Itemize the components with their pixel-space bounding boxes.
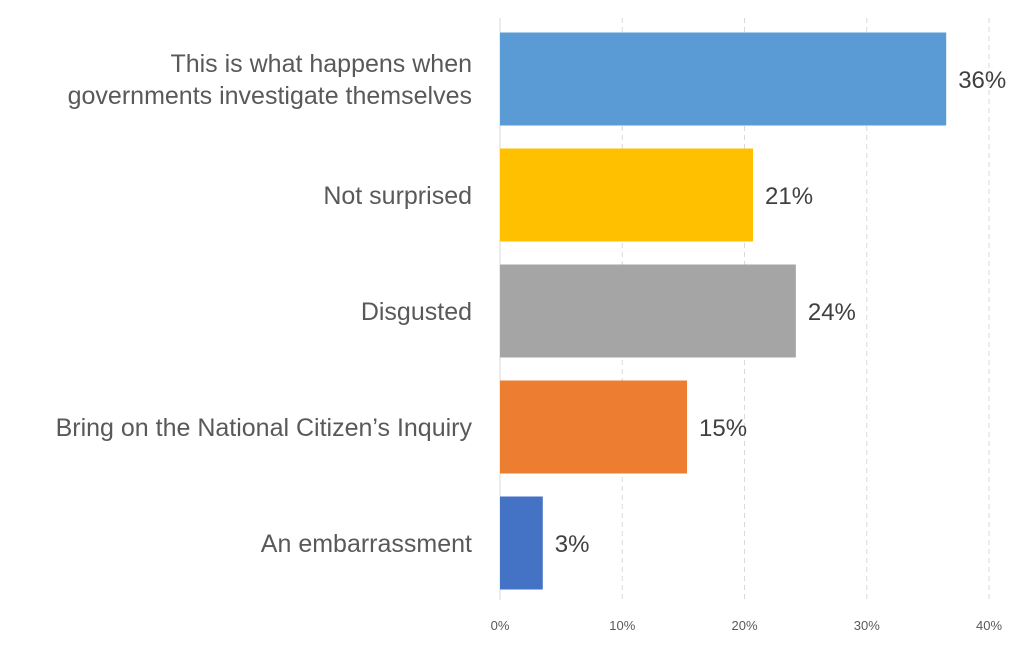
bar bbox=[500, 496, 543, 590]
data-label: 3% bbox=[555, 531, 590, 558]
x-axis-tick-labels: 0% 10% 20% 30% 40% bbox=[491, 618, 1003, 633]
bar bbox=[500, 264, 796, 358]
category-label: Bring on the National Citizen’s Inquiry bbox=[56, 414, 473, 442]
category-label: Not surprised bbox=[323, 182, 472, 210]
data-label: 21% bbox=[765, 183, 813, 210]
x-tick-label: 10% bbox=[609, 618, 635, 633]
x-tick-label: 30% bbox=[854, 618, 880, 633]
data-label: 24% bbox=[808, 299, 856, 326]
data-labels: 36% 21% 24% 15% 3% bbox=[555, 67, 1006, 558]
category-label: This is what happens when bbox=[170, 50, 472, 78]
category-labels: This is what happens when governments inv… bbox=[56, 50, 473, 558]
x-tick-label: 0% bbox=[491, 618, 510, 633]
x-tick-label: 20% bbox=[731, 618, 757, 633]
bar bbox=[500, 32, 947, 126]
category-label: An embarrassment bbox=[261, 530, 472, 558]
category-label: Disgusted bbox=[361, 298, 472, 326]
bars bbox=[500, 32, 947, 590]
x-tick-label: 40% bbox=[976, 618, 1002, 633]
data-label: 15% bbox=[699, 415, 747, 442]
bar bbox=[500, 148, 754, 242]
bar bbox=[500, 380, 688, 474]
category-label: governments investigate themselves bbox=[68, 82, 472, 110]
data-label: 36% bbox=[958, 67, 1006, 94]
